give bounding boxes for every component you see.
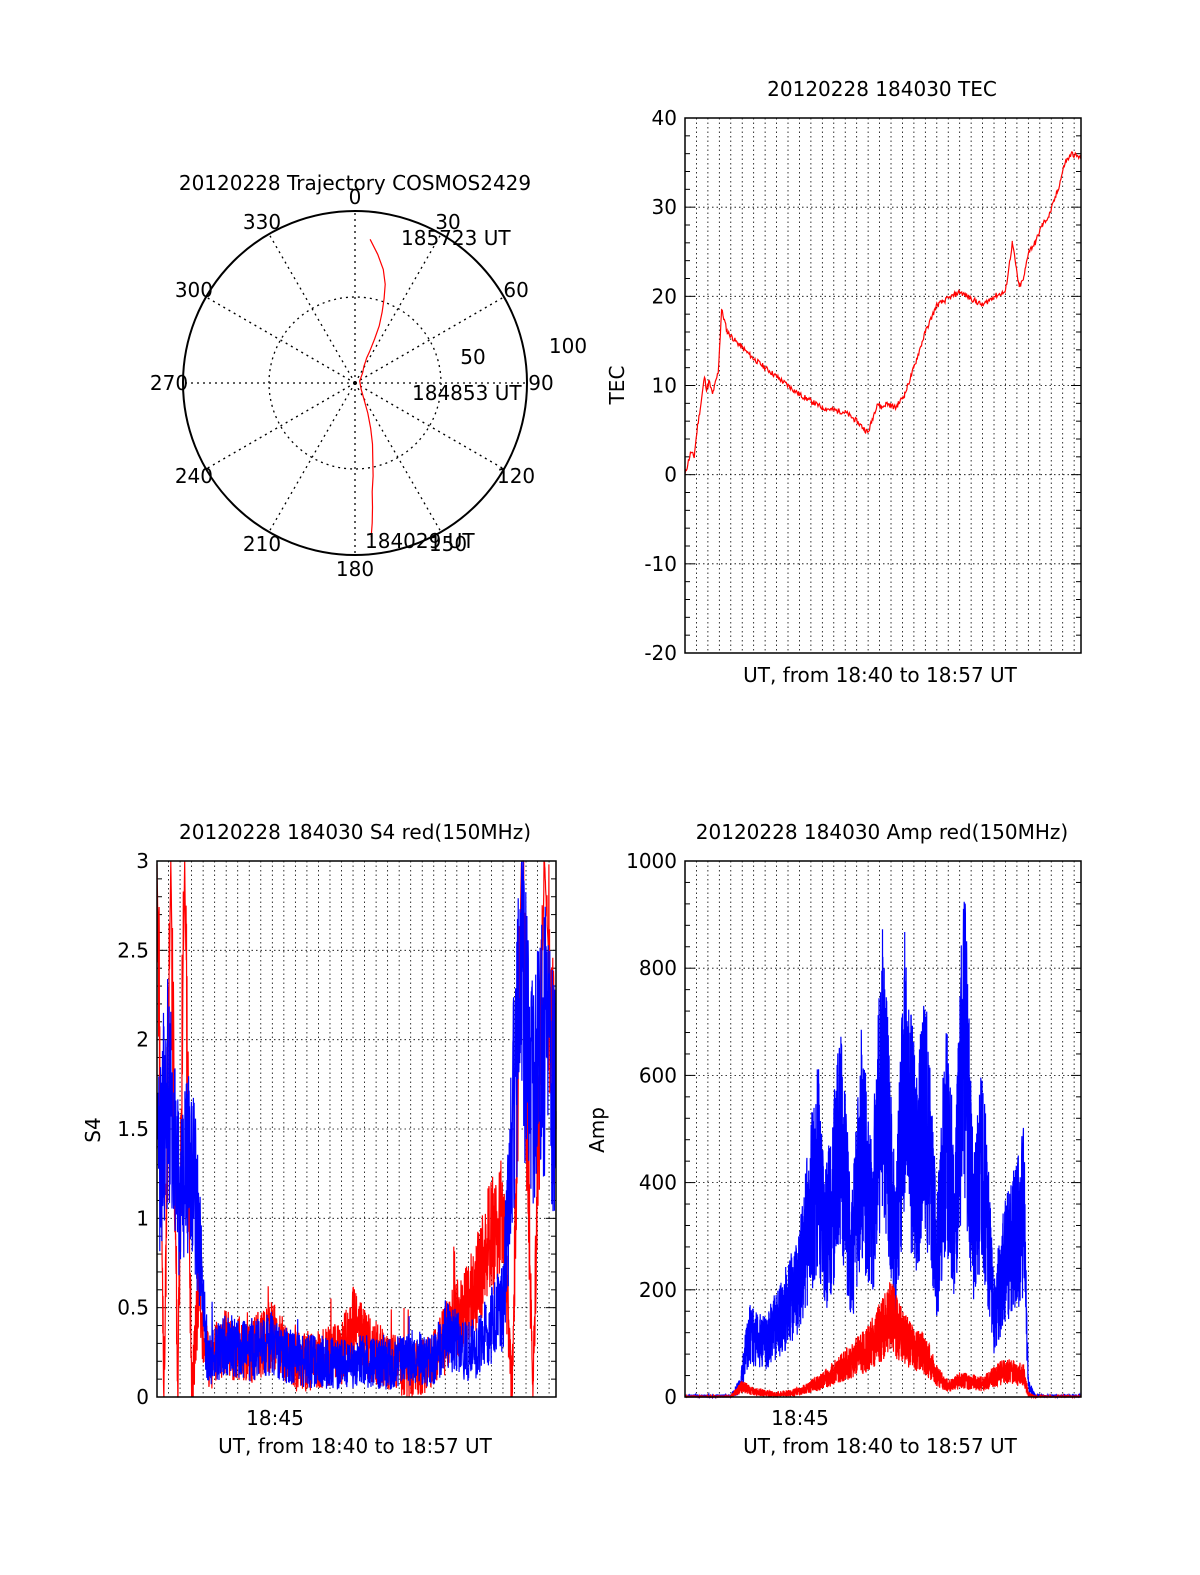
tec-frame	[684, 117, 1082, 654]
amp-plot: 20120228 184030 Amp red(150MHz) 0 200 400 6…	[585, 820, 1082, 1458]
tec-y-tick-label: 0	[664, 463, 677, 487]
s4-y-tick-label: 1.5	[117, 1117, 149, 1141]
amp-x-tick-label: 18:45	[771, 1406, 829, 1430]
amp-x-axis-label: UT, from 18:40 to 18:57 UT	[743, 1434, 1018, 1458]
amp-y-tick-labels: 0 200 400 600 800 1000	[626, 849, 677, 1409]
trajectory-spoke	[354, 382, 505, 470]
tec-series	[684, 151, 1082, 475]
tec-y-tick-label: 40	[652, 106, 677, 130]
s4-plot: 20120228 184030 S4 red(150MHz) 0 0.5 1 1.5 2…	[81, 820, 557, 1458]
s4-y-tick-label: 1	[136, 1206, 149, 1230]
trajectory-azimuth-label: 240	[175, 464, 213, 488]
trajectory-azimuth-label: 60	[503, 278, 528, 302]
tec-grid	[685, 118, 1081, 653]
trajectory-azimuth-labels: 0 30 60 90 120 150 180 210 240 270 300 330	[150, 185, 554, 581]
trajectory-point-label-mid: 184853 UT	[412, 381, 522, 405]
trajectory-spoke	[205, 296, 356, 384]
amp-y-axis-label: Amp	[585, 1107, 609, 1153]
s4-y-tick-label: 0.5	[117, 1296, 149, 1320]
trajectory-outer-ring	[182, 210, 528, 556]
s4-frame	[156, 860, 557, 1398]
s4-x-tick-label: 18:45	[246, 1406, 304, 1430]
tec-y-tick-labels: -20 -10 0 10 20 30 40	[644, 106, 677, 665]
trajectory-azimuth-label: 270	[150, 371, 188, 395]
trajectory-azimuth-label: 90	[528, 371, 553, 395]
tec-x-axis-label: UT, from 18:40 to 18:57 UT	[743, 663, 1018, 687]
trajectory-point-label-start: 184029 UT	[365, 529, 475, 553]
s4-y-tick-label: 2	[136, 1028, 149, 1052]
amp-title: 20120228 184030 Amp red(150MHz)	[696, 820, 1068, 844]
trajectory-spoke	[354, 233, 442, 384]
amp-y-tick-label: 200	[639, 1278, 677, 1302]
elevation-label-outer: 100	[549, 334, 587, 358]
trajectory-azimuth-label: 180	[336, 557, 374, 581]
trajectory-azimuth-label: 300	[175, 278, 213, 302]
s4-y-axis-label: S4	[81, 1117, 105, 1142]
elevation-label-inner: 50	[460, 345, 485, 369]
s4-y-tick-label: 2.5	[117, 938, 149, 962]
s4-y-tick-labels: 0 0.5 1 1.5 2 2.5 3	[117, 849, 149, 1409]
amp-y-tick-label: 0	[664, 1385, 677, 1409]
tec-y-tick-label: -10	[644, 552, 677, 576]
s4-series-blue	[156, 860, 557, 1390]
amp-series-blue	[684, 901, 1082, 1400]
trajectory-spoke	[268, 382, 356, 533]
trajectory-spoke	[354, 296, 505, 384]
amp-y-tick-label: 1000	[626, 849, 677, 873]
trajectory-azimuth-label: 330	[243, 210, 281, 234]
tec-y-axis-label: TEC	[605, 366, 629, 406]
s4-y-tick-label: 3	[136, 849, 149, 873]
tec-y-tick-label: 20	[652, 284, 677, 308]
tec-y-tick-label: 10	[652, 374, 677, 398]
tec-title: 20120228 184030 TEC	[767, 77, 997, 101]
trajectory-plot: 20120228 Trajectory COSMOS2429 0 30 60 90 12…	[150, 171, 587, 581]
trajectory-spoke	[268, 233, 356, 384]
tec-plot: 20120228 184030 TEC -20 -10 0 10 20 30 40 UT, …	[605, 77, 1082, 687]
trajectory-azimuth-label: 0	[349, 185, 362, 209]
trajectory-azimuth-label: 30	[435, 210, 460, 234]
trajectory-spokes	[183, 211, 527, 555]
tec-y-tick-label: -20	[644, 641, 677, 665]
amp-y-tick-label: 600	[639, 1063, 677, 1087]
trajectory-azimuth-label: 120	[497, 464, 535, 488]
amp-frame	[684, 860, 1082, 1398]
amp-series-red	[684, 1282, 1082, 1400]
s4-y-tick-label: 0	[136, 1385, 149, 1409]
trajectory-azimuth-label: 210	[243, 532, 281, 556]
amp-y-tick-label: 800	[639, 956, 677, 980]
trajectory-point-label-end: 185723 UT	[401, 226, 511, 250]
tec-y-tick-label: 30	[652, 195, 677, 219]
s4-x-axis-label: UT, from 18:40 to 18:57 UT	[218, 1434, 493, 1458]
trajectory-azimuth-label: 150	[429, 532, 467, 556]
trajectory-spoke	[354, 382, 442, 533]
trajectory-series	[359, 239, 386, 538]
trajectory-title: 20120228 Trajectory COSMOS2429	[179, 171, 531, 195]
trajectory-spoke	[205, 382, 356, 470]
amp-y-tick-label: 400	[639, 1171, 677, 1195]
s4-title: 20120228 184030 S4 red(150MHz)	[179, 820, 531, 844]
